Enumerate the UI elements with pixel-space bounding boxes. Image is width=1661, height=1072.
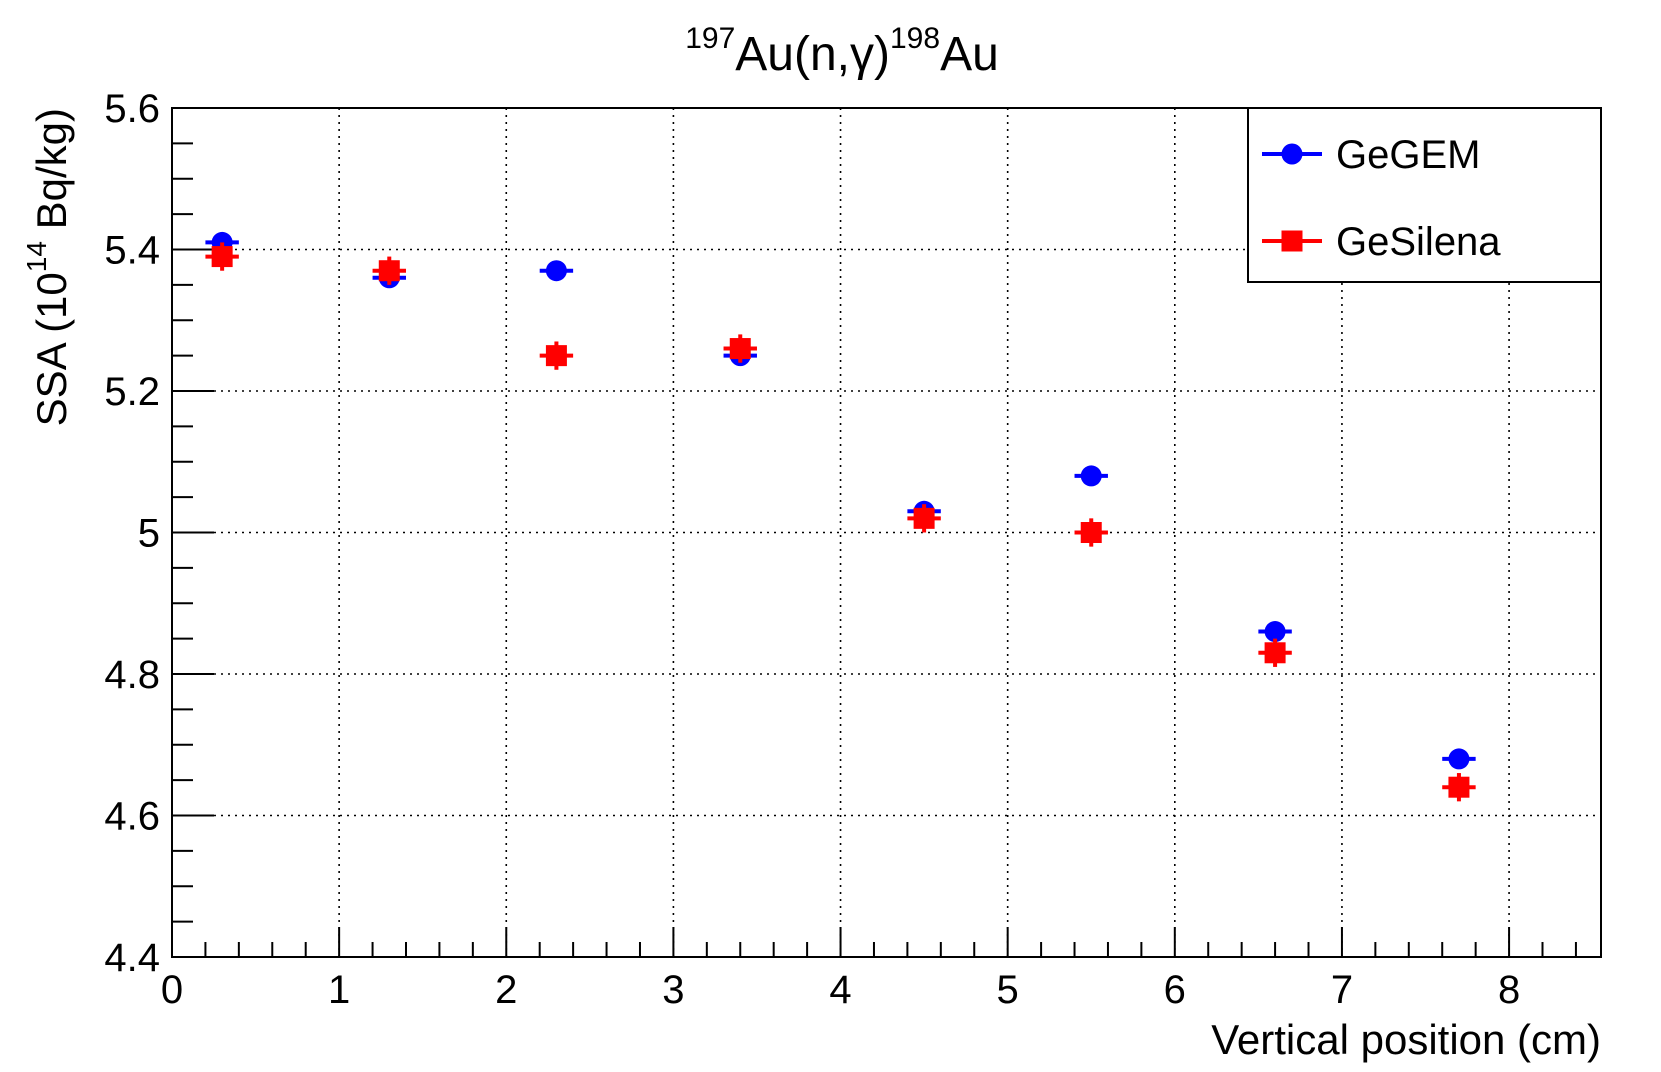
y-tick-label-2: 4.8: [104, 653, 160, 697]
superscript: 198: [890, 22, 940, 55]
y-tick-label-1: 4.6: [104, 795, 160, 839]
x-tick-label-3: 3: [662, 968, 684, 1012]
gesilena-point-3: [729, 338, 751, 360]
title-fragment: Au(n,: [735, 28, 850, 81]
title-fragment: Au: [940, 28, 999, 81]
gesilena-point-4: [913, 507, 935, 529]
greek-symbol: γ: [850, 28, 874, 81]
superscript: 14: [21, 241, 52, 272]
title-fragment: ): [874, 28, 890, 81]
y-tick-label-4: 5.2: [104, 370, 160, 414]
chart-title: 197Au(n,γ)198Au: [685, 22, 999, 81]
legend-label-0: GeGEM: [1336, 133, 1480, 177]
plot-frame: [171, 107, 1602, 958]
y-axis-label: SSA (1014 Bq/kg): [21, 108, 75, 426]
superscript: 197: [685, 22, 735, 55]
gesilena-point-2: [545, 345, 567, 367]
legend-label-1: GeSilena: [1336, 220, 1501, 264]
x-axis-label: Vertical position (cm): [1211, 1016, 1601, 1063]
x-tick-label-7: 7: [1331, 968, 1353, 1012]
x-tick-label-0: 0: [161, 968, 183, 1012]
gesilena-point-0: [211, 246, 233, 268]
x-tick-label-8: 8: [1498, 968, 1520, 1012]
legend-box: [1247, 107, 1602, 283]
legend-marker-1: [1281, 230, 1303, 252]
x-tick-label-1: 1: [328, 968, 350, 1012]
gesilena-point-1: [378, 260, 400, 282]
gegem-point-7: [1448, 748, 1470, 770]
chart-titles: 197Au(n,γ)198Au Vertical position (cm) SSA…: [21, 22, 1601, 1063]
x-tick-label-5: 5: [997, 968, 1019, 1012]
legend: GeGEM GeSilena: [1247, 107, 1602, 283]
gesilena-point-6: [1264, 642, 1286, 664]
tick-labels: 0 1 2 3 4 5 6 7 8 4.4 4.6 4.8 5 5.2 5.4 5.6: [104, 87, 1520, 1012]
x-tick-label-2: 2: [495, 968, 517, 1012]
y-tick-label-6: 5.6: [104, 87, 160, 131]
x-tick-label-4: 4: [829, 968, 851, 1012]
gesilena-point-7: [1448, 776, 1470, 798]
y-tick-label-3: 5: [138, 512, 160, 556]
title-fragment: SSA (10: [28, 272, 75, 426]
gesilena-point-5: [1080, 522, 1102, 543]
data-points: [205, 231, 1476, 802]
gegem-point-6: [1264, 621, 1286, 643]
y-tick-label-0: 4.4: [104, 936, 160, 980]
legend-marker-0: [1281, 143, 1303, 165]
gegem-point-2: [545, 260, 567, 282]
gegem-point-5: [1080, 465, 1102, 487]
x-tick-label-6: 6: [1164, 968, 1186, 1012]
series-gesilena: [205, 242, 1476, 802]
y-tick-label-5: 5.4: [104, 229, 160, 273]
title-fragment: Bq/kg): [28, 108, 75, 241]
